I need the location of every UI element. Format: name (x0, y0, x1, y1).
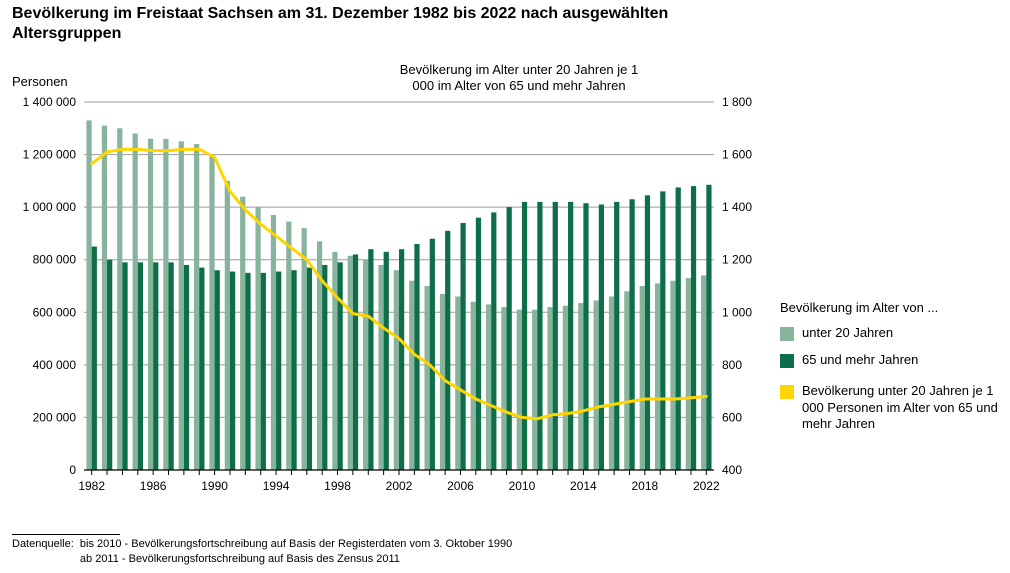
legend-title: Bevölkerung im Alter von ... (780, 300, 1000, 317)
svg-text:200 000: 200 000 (33, 410, 77, 424)
source-prefix: Datenquelle: (12, 538, 74, 550)
legend-label-under20: unter 20 Jahren (802, 325, 1000, 342)
svg-text:800 000: 800 000 (33, 253, 77, 267)
chart-title: Bevölkerung im Freistaat Sachsen am 31. … (12, 4, 772, 44)
svg-text:Bevölkerung im Alter unter 20: Bevölkerung im Alter unter 20 Jahren je … (400, 62, 638, 77)
source-line1: bis 2010 - Bevölkerungsfortschreibung au… (80, 538, 512, 550)
svg-text:1994: 1994 (263, 479, 290, 493)
svg-text:1 000: 1 000 (722, 305, 752, 319)
legend-item-ratio: Bevölkerung unter 20 Jahren je 1 000 Per… (780, 383, 1000, 434)
chart-svg: 0 200 000 400 000 600 000 800 000 1 000 000 1 … (0, 60, 770, 530)
svg-text:000 im Alter von 65 und mehr J: 000 im Alter von 65 und mehr Jahren (412, 78, 625, 93)
legend-label-ratio: Bevölkerung unter 20 Jahren je 1 000 Per… (802, 383, 1000, 434)
svg-text:Personen: Personen (12, 74, 68, 89)
svg-text:600 000: 600 000 (33, 305, 77, 319)
source-divider (12, 534, 120, 535)
svg-text:1 400: 1 400 (722, 200, 752, 214)
svg-text:1 200 000: 1 200 000 (23, 148, 77, 162)
svg-text:2014: 2014 (570, 479, 597, 493)
legend-swatch-ratio (780, 385, 794, 399)
svg-text:1 400 000: 1 400 000 (23, 95, 77, 109)
svg-text:1 200: 1 200 (722, 253, 752, 267)
svg-text:0: 0 (69, 463, 76, 477)
legend-swatch-under20 (780, 327, 794, 341)
svg-text:400: 400 (722, 463, 742, 477)
svg-text:1 800: 1 800 (722, 95, 752, 109)
svg-text:2018: 2018 (632, 479, 659, 493)
svg-text:2010: 2010 (509, 479, 536, 493)
chart-container: 0 200 000 400 000 600 000 800 000 1 000 000 1 … (0, 60, 770, 530)
svg-text:1982: 1982 (78, 479, 105, 493)
legend-swatch-over65 (780, 354, 794, 368)
legend-item-over65: 65 und mehr Jahren (780, 352, 1000, 369)
source-line2: ab 2011 - Bevölkerungsfortschreibung auf… (80, 553, 400, 565)
svg-text:800: 800 (722, 358, 742, 372)
svg-text:1998: 1998 (324, 479, 351, 493)
svg-text:2022: 2022 (693, 479, 720, 493)
svg-text:1 600: 1 600 (722, 148, 752, 162)
svg-text:400 000: 400 000 (33, 358, 77, 372)
svg-text:1990: 1990 (201, 479, 228, 493)
svg-text:2006: 2006 (447, 479, 474, 493)
svg-text:2002: 2002 (386, 479, 413, 493)
legend-item-under20: unter 20 Jahren (780, 325, 1000, 342)
page: Bevölkerung im Freistaat Sachsen am 31. … (0, 0, 1010, 573)
svg-text:1 000 000: 1 000 000 (23, 200, 77, 214)
legend: Bevölkerung im Alter von ... unter 20 Ja… (780, 300, 1000, 443)
svg-text:600: 600 (722, 410, 742, 424)
legend-label-over65: 65 und mehr Jahren (802, 352, 1000, 369)
source-note: Datenquelle: bis 2010 - Bevölkerungsfort… (12, 534, 512, 567)
svg-text:1986: 1986 (140, 479, 167, 493)
